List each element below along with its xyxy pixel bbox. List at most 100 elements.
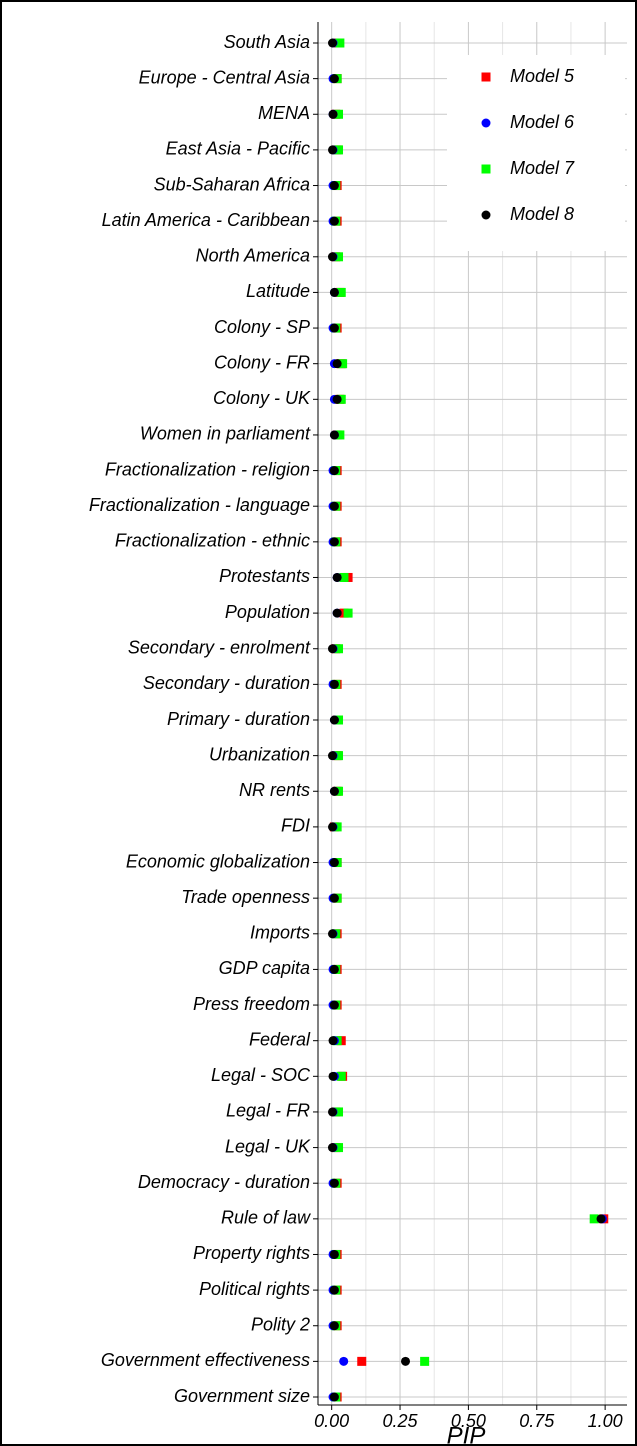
point <box>328 1071 338 1081</box>
point <box>327 252 337 262</box>
y-tick-label: Fractionalization - ethnic <box>115 531 310 551</box>
y-tick-label: Political rights <box>199 1279 310 1299</box>
point <box>329 1392 339 1402</box>
y-tick-label: Legal - FR <box>226 1101 310 1121</box>
y-tick-label: Government effectiveness <box>101 1350 310 1370</box>
y-tick-label: Legal - UK <box>225 1136 311 1156</box>
point <box>332 608 342 618</box>
point <box>343 608 353 618</box>
point <box>329 1321 339 1331</box>
point <box>327 1143 337 1153</box>
point <box>336 287 346 297</box>
point <box>329 537 339 547</box>
y-tick-label: East Asia - Pacific <box>166 139 310 159</box>
point <box>328 109 338 119</box>
y-tick-label: MENA <box>258 103 310 123</box>
y-tick-label: North America <box>196 246 310 266</box>
y-tick-label: Women in parliament <box>140 424 311 444</box>
point <box>589 1214 599 1224</box>
point <box>327 145 337 155</box>
plot-area <box>318 22 627 1405</box>
point <box>334 109 344 119</box>
point <box>596 1214 606 1224</box>
x-tick-label: 0.00 <box>314 1411 349 1431</box>
x-tick-label: 0.25 <box>383 1411 419 1431</box>
y-tick-label: South Asia <box>224 32 310 52</box>
y-tick-label: Colony - UK <box>213 388 311 408</box>
point <box>336 1071 346 1081</box>
point <box>338 359 348 369</box>
point <box>329 715 339 725</box>
legend-marker <box>481 72 491 82</box>
point <box>339 1356 349 1366</box>
point <box>329 1000 339 1010</box>
y-tick-label: Federal <box>249 1029 311 1049</box>
point <box>329 287 339 297</box>
point <box>335 430 345 440</box>
point <box>334 145 344 155</box>
y-tick-label: Population <box>225 602 310 622</box>
x-tick-label: 1.00 <box>588 1411 623 1431</box>
point <box>329 1249 339 1259</box>
y-tick-label: NR rents <box>239 780 310 800</box>
y-tick-label: GDP capita <box>219 958 310 978</box>
point <box>329 74 339 84</box>
point <box>329 430 339 440</box>
point <box>329 466 339 476</box>
point <box>357 1356 367 1366</box>
y-tick-label: Protestants <box>219 566 310 586</box>
y-tick-label: Europe - Central Asia <box>139 67 310 87</box>
y-tick-label: Latitude <box>246 281 310 301</box>
y-tick-label: Urbanization <box>209 744 310 764</box>
point <box>401 1356 411 1366</box>
legend-marker <box>481 164 491 174</box>
y-tick-label: Press freedom <box>193 994 310 1014</box>
point <box>329 181 339 191</box>
y-tick-label: Sub-Saharan Africa <box>154 174 310 194</box>
point <box>335 38 345 48</box>
x-tick-label: 0.50 <box>451 1411 486 1431</box>
point <box>329 501 339 511</box>
point <box>334 252 344 262</box>
point <box>332 394 342 404</box>
legend-label: Model 5 <box>510 66 575 86</box>
legend-marker <box>481 210 491 220</box>
point <box>327 1107 337 1117</box>
point <box>339 572 349 582</box>
point <box>327 644 337 654</box>
y-tick-label: Secondary - enrolment <box>128 637 311 657</box>
y-tick-label: Latin America - Caribbean <box>102 210 310 230</box>
y-tick-label: Fractionalization - language <box>89 495 310 515</box>
point <box>327 38 337 48</box>
point <box>329 858 339 868</box>
y-tick-label: Economic globalization <box>126 851 310 871</box>
point <box>329 893 339 903</box>
point <box>334 751 344 761</box>
y-tick-label: Rule of law <box>221 1208 311 1228</box>
y-tick-label: Property rights <box>193 1243 310 1263</box>
legend-label: Model 6 <box>510 112 575 132</box>
point <box>328 1036 338 1046</box>
point <box>327 822 337 832</box>
y-tick-label: Legal - SOC <box>211 1065 311 1085</box>
point <box>327 751 337 761</box>
point <box>332 572 342 582</box>
legend-marker <box>481 118 491 128</box>
y-tick-label: Government size <box>174 1386 310 1406</box>
point <box>329 1285 339 1295</box>
point <box>329 1178 339 1188</box>
y-tick-label: Colony - SP <box>214 317 310 337</box>
y-tick-label: Democracy - duration <box>138 1172 310 1192</box>
point <box>332 359 342 369</box>
y-tick-label: Secondary - duration <box>143 673 310 693</box>
y-tick-label: Fractionalization - religion <box>105 459 310 479</box>
y-tick-label: Colony - FR <box>214 352 310 372</box>
point <box>334 1143 344 1153</box>
point <box>329 786 339 796</box>
y-tick-label: Polity 2 <box>251 1314 310 1334</box>
point <box>420 1356 430 1366</box>
y-tick-label: FDI <box>281 816 310 836</box>
y-tick-label: Imports <box>250 923 310 943</box>
legend-label: Model 7 <box>510 158 575 178</box>
